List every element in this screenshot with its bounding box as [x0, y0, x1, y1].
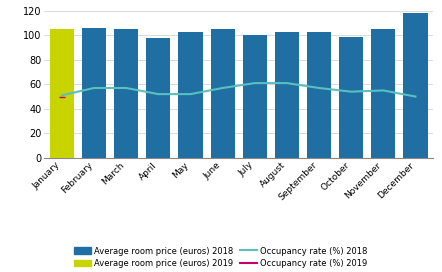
Bar	[50, 32, 74, 158]
Bar	[179, 32, 202, 158]
Bar	[307, 32, 331, 158]
Bar	[50, 29, 74, 158]
Bar	[210, 29, 235, 158]
Bar	[146, 38, 170, 158]
Bar	[114, 29, 138, 158]
Bar	[339, 37, 363, 158]
Bar	[371, 29, 396, 158]
Bar	[404, 13, 427, 158]
Bar	[275, 32, 299, 158]
Legend: Average room price (euros) 2018, Average room price (euros) 2019, Occupancy rate: Average room price (euros) 2018, Average…	[74, 246, 368, 268]
Bar	[243, 35, 267, 158]
Bar	[82, 28, 106, 158]
